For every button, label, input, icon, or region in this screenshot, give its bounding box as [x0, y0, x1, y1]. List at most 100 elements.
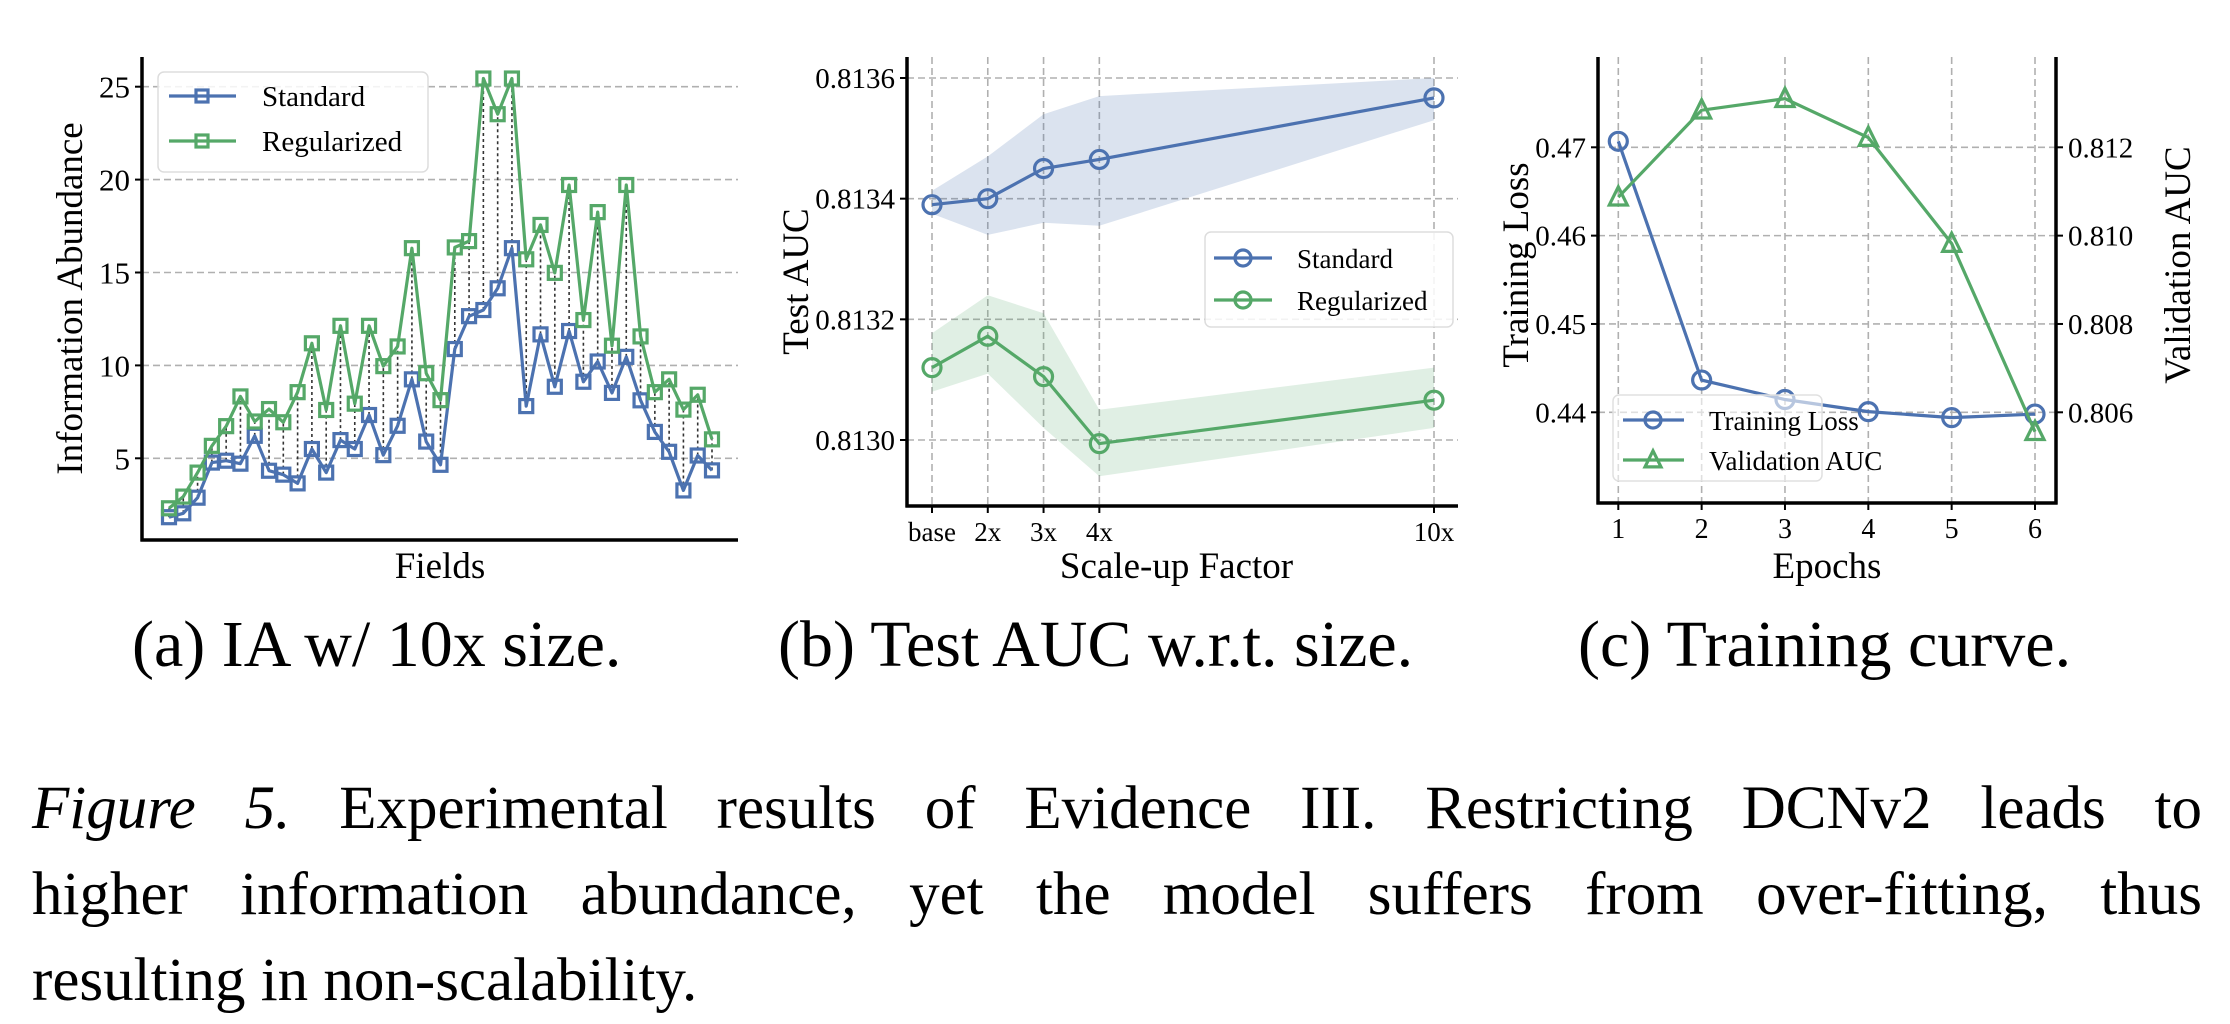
- data-point-regularized: [360, 317, 378, 334]
- caption-line-1: Figure 5. Experimental results of Eviden…: [32, 766, 2202, 852]
- data-point-regularized: [632, 328, 649, 345]
- data-point-regularized: [160, 500, 178, 517]
- data-point-standard: [646, 423, 663, 441]
- data-point-regularized: [518, 251, 535, 268]
- data-point-standard: [575, 373, 592, 390]
- subcaption-a: (a) IA w/ 10x size.: [132, 608, 622, 681]
- y-tick-label: 20: [99, 163, 130, 198]
- y-tick-label: 0.8134: [815, 184, 895, 216]
- data-point-validation-auc: [1940, 229, 1964, 253]
- data-point-standard: [432, 456, 449, 473]
- data-point-regularized: [303, 335, 320, 352]
- data-point-standard: [289, 475, 306, 492]
- data-point-regularized: [332, 317, 349, 334]
- series-line-standard: [168, 246, 714, 519]
- data-point-standard: [661, 443, 678, 460]
- data-point-regularized: [561, 176, 578, 194]
- data-point-regularized: [232, 388, 249, 405]
- caption-line-2: higher information abundance, yet the mo…: [32, 861, 2202, 928]
- legend-marker: [1233, 248, 1253, 268]
- data-point-standard: [675, 482, 692, 499]
- x-tick-label: 2x: [974, 517, 1002, 547]
- legend-marker: [194, 88, 210, 104]
- legend-label: Regularized: [262, 126, 403, 158]
- data-point-training-loss: [1857, 400, 1879, 423]
- x-tick-label: 1: [1611, 514, 1625, 545]
- data-point-standard: [561, 322, 578, 340]
- y-tick-label: 10: [99, 348, 130, 383]
- data-point-standard: [360, 406, 378, 424]
- legend-frame: [1204, 231, 1454, 328]
- legend-label: Validation AUC: [1709, 446, 1882, 476]
- y-tick-label-right: 0.806: [2068, 397, 2133, 429]
- data-point-standard: [303, 440, 320, 458]
- data-point-validation-auc: [1773, 84, 1797, 109]
- data-point-standard: [618, 348, 635, 365]
- data-point-validation-auc: [1856, 123, 1880, 147]
- y-tick-label: 0.46: [1535, 221, 1586, 253]
- data-point-regularized: [603, 337, 621, 354]
- y-tick-label: 0.8132: [815, 304, 895, 336]
- data-point-validation-auc: [1606, 183, 1630, 207]
- x-axis-label: Scale-up Factor: [1060, 546, 1293, 587]
- legend-label: Regularized: [1297, 286, 1428, 316]
- data-point-regularized: [489, 106, 506, 123]
- legend-marker: [194, 133, 210, 149]
- y-axis-label: Training Loss: [1496, 162, 1537, 367]
- data-point-standard: [318, 464, 335, 481]
- data-point-regularized: [475, 70, 492, 87]
- data-point-regularized: [189, 464, 206, 481]
- data-point-standard: [446, 340, 463, 358]
- y-tick-label: 15: [99, 256, 130, 291]
- data-point-validation-auc: [2023, 417, 2047, 442]
- series-line-validation-auc: [1617, 97, 2037, 433]
- data-point-standard: [418, 433, 435, 450]
- y-axis-label: Information Abundance: [50, 122, 91, 474]
- data-point-standard: [1088, 148, 1110, 171]
- data-point-regularized: [532, 216, 549, 234]
- figure-caption: Figure 5. Experimental results of Eviden…: [32, 766, 2202, 1024]
- legend-label: Standard: [262, 81, 366, 113]
- data-point-standard: [1032, 157, 1055, 180]
- x-tick-label: base: [908, 517, 956, 547]
- data-point-regularized: [646, 384, 663, 401]
- data-point-standard: [489, 280, 506, 297]
- x-tick-label: 4x: [1086, 517, 1114, 547]
- data-point-standard: [389, 417, 406, 434]
- data-point-standard: [532, 326, 549, 343]
- data-point-regularized: [460, 232, 478, 250]
- data-point-standard: [689, 447, 706, 464]
- data-point-regularized: [1088, 433, 1110, 455]
- x-tick-label: 4: [1861, 514, 1875, 545]
- data-point-standard: [232, 455, 249, 472]
- data-point-standard: [475, 301, 492, 319]
- series-line-standard: [931, 96, 1435, 207]
- legend-marker: [1643, 410, 1663, 430]
- x-tick-label: 3x: [1030, 517, 1058, 547]
- caption-text-1: Experimental results of Evidence III. Re…: [339, 775, 2202, 842]
- data-point-standard: [546, 378, 563, 395]
- y-tick-label: 0.44: [1535, 397, 1586, 429]
- x-tick-label: 3: [1778, 514, 1792, 545]
- series-line-regularized: [167, 76, 714, 510]
- data-point-regularized: [246, 413, 263, 430]
- data-point-regularized: [375, 358, 392, 375]
- data-point-training-loss: [1691, 369, 1713, 391]
- y-axis-label-right: Validation AUC: [2158, 146, 2199, 383]
- y-tick-label: 5: [115, 441, 131, 476]
- data-point-regularized: [546, 264, 563, 281]
- x-axis-label: Fields: [395, 546, 485, 587]
- data-point-training-loss: [1941, 407, 1963, 429]
- data-point-regularized: [921, 357, 943, 379]
- subcaption-c: (c) Training curve.: [1578, 608, 2072, 681]
- data-point-regularized: [503, 70, 521, 87]
- legend: Training Loss Validation AUC: [1612, 394, 1882, 482]
- data-point-standard: [603, 384, 621, 401]
- data-point-regularized: [175, 488, 192, 505]
- data-point-regularized: [575, 311, 592, 329]
- data-point-validation-auc: [1690, 96, 1714, 120]
- y-tick-label-right: 0.808: [2068, 309, 2133, 341]
- data-point-regularized: [203, 437, 220, 454]
- data-point-regularized: [618, 176, 635, 194]
